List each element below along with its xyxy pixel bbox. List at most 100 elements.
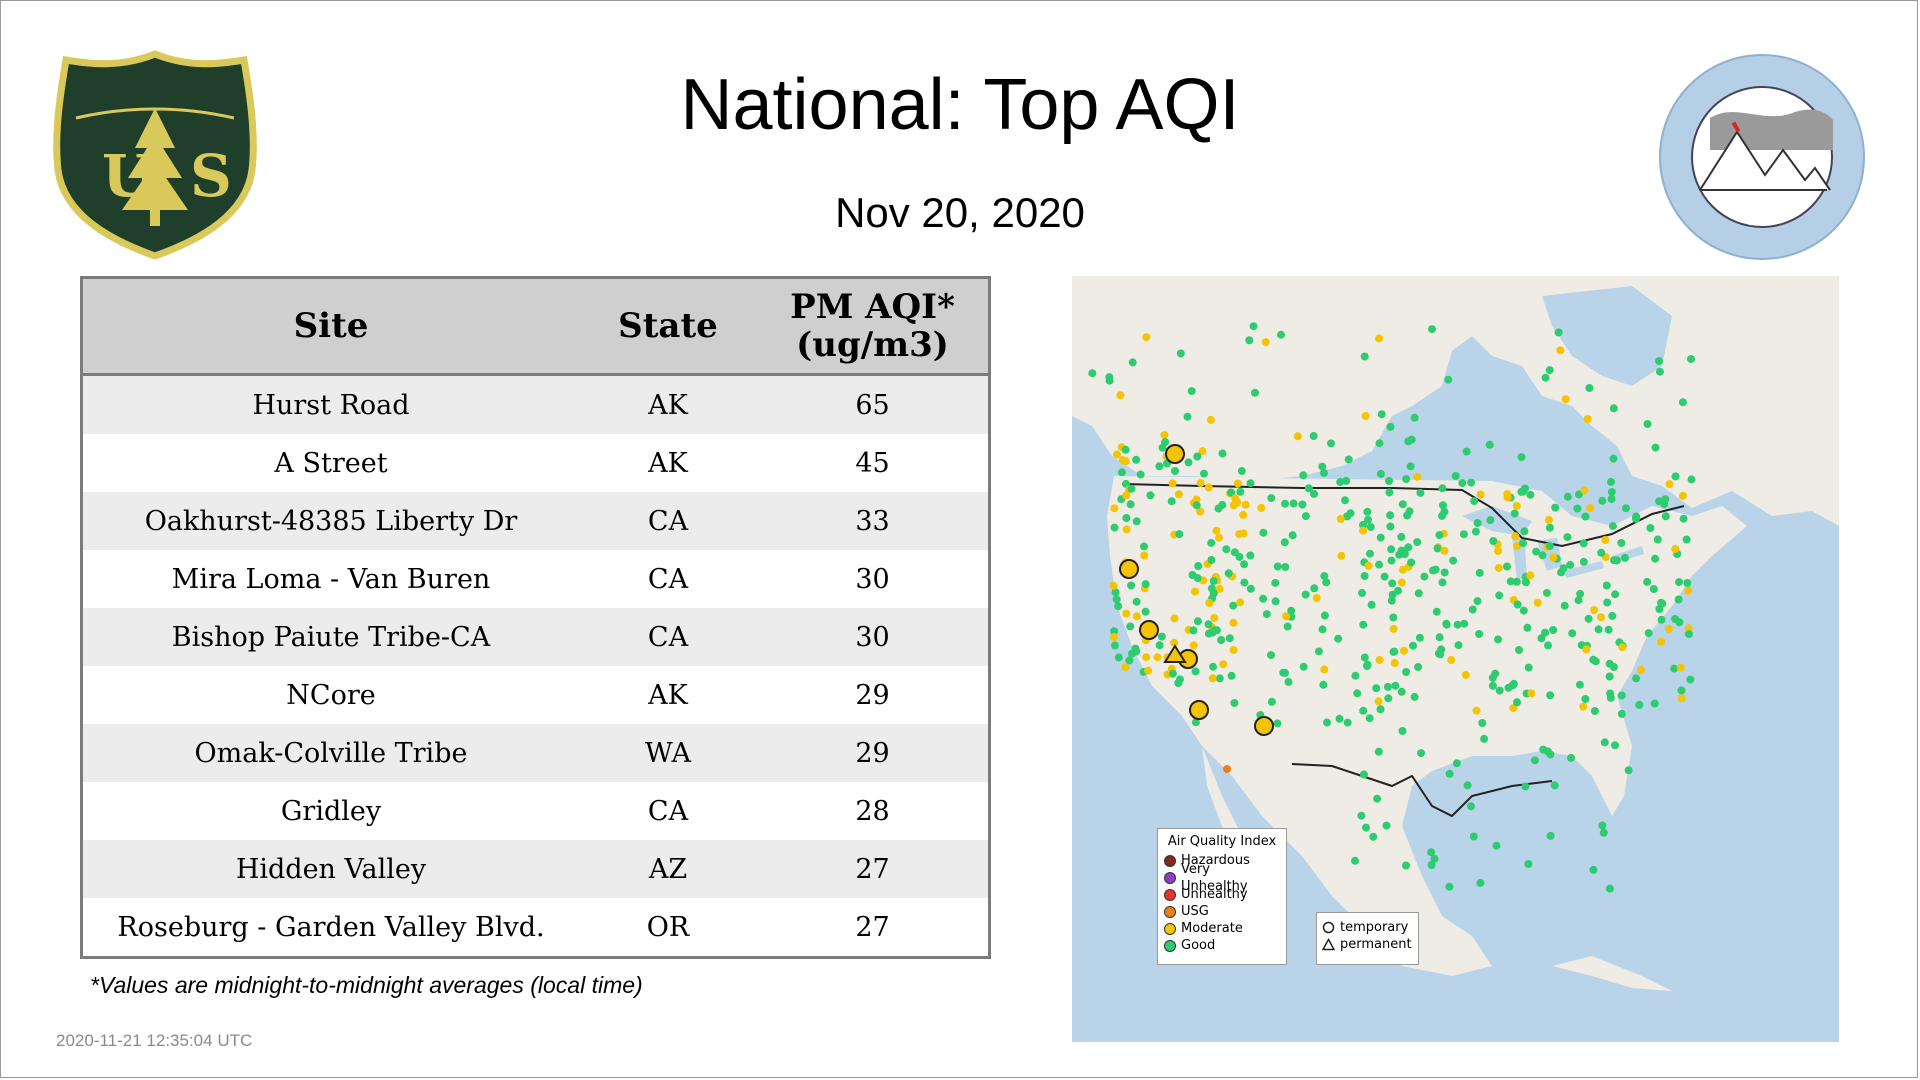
monitor-dot xyxy=(1621,553,1629,562)
monitor-dot xyxy=(1141,580,1150,589)
monitor-dot xyxy=(1217,636,1226,644)
monitor-dot xyxy=(1344,455,1353,464)
monitor-dot xyxy=(1246,584,1255,593)
monitor-dot xyxy=(1545,366,1554,375)
monitor-dot xyxy=(1653,535,1662,544)
monitor-dot xyxy=(1209,589,1218,598)
monitor-dot xyxy=(1454,641,1463,650)
monitor-dot xyxy=(1360,572,1369,580)
monitor-dot xyxy=(1427,861,1436,869)
monitor-dot xyxy=(1576,589,1585,598)
monitor-dot xyxy=(1360,653,1369,662)
monitor-dot xyxy=(1415,633,1424,642)
monitor-dot xyxy=(1351,856,1359,865)
monitor-dot xyxy=(1651,554,1660,563)
site-cell: A Street xyxy=(83,434,579,492)
monitor-dot xyxy=(1541,373,1550,382)
monitor-dot xyxy=(1433,544,1442,553)
monitor-dot xyxy=(1532,547,1541,556)
legend-label: Very Unhealthy xyxy=(1181,861,1248,894)
monitor-dot xyxy=(1687,475,1696,484)
monitor-dot xyxy=(1609,404,1618,413)
table-row: A Street AK 45 xyxy=(83,434,988,492)
monitor-dot xyxy=(1128,358,1137,367)
monitor-dot xyxy=(1259,594,1268,603)
legend-label: temporary xyxy=(1340,920,1409,935)
top-site-marker xyxy=(1139,620,1159,640)
monitor-dot xyxy=(1386,522,1395,531)
monitor-dot xyxy=(1374,697,1383,706)
state-cell: WA xyxy=(579,724,757,782)
monitor-dot xyxy=(1601,536,1610,544)
legend-item: Very Unhealthy xyxy=(1164,862,1280,894)
forest-service-logo: U S xyxy=(50,50,260,260)
monitor-dot xyxy=(1192,501,1201,510)
monitor-dot xyxy=(1473,519,1482,527)
monitor-dot xyxy=(1649,585,1658,593)
monitor-dot xyxy=(1537,634,1546,643)
monitor-dot xyxy=(1246,551,1255,560)
monitor-dot xyxy=(1298,500,1307,509)
monitor-dot xyxy=(1494,635,1502,644)
monitor-dot xyxy=(1622,504,1630,513)
monitor-dot xyxy=(1475,630,1484,638)
legend-title: Air Quality Index xyxy=(1167,834,1277,849)
legend-item: Moderate xyxy=(1164,920,1280,937)
monitor-dot xyxy=(1509,679,1518,688)
monitor-dot xyxy=(1521,782,1530,791)
top-site-marker xyxy=(1165,444,1185,464)
monitor-dot xyxy=(1126,622,1135,631)
monitor-dot xyxy=(1376,533,1385,542)
monitor-dot xyxy=(1230,699,1239,707)
monitor-dot xyxy=(1435,531,1444,540)
monitor-dot xyxy=(1544,641,1552,650)
monitor-dot xyxy=(1460,619,1469,628)
top-site-marker xyxy=(1189,700,1209,720)
monitor-dot xyxy=(1581,695,1590,703)
monitor-dot xyxy=(1385,477,1393,485)
site-cell: Gridley xyxy=(83,782,579,840)
monitor-dot xyxy=(1122,525,1131,534)
monitor-dot xyxy=(1527,689,1536,698)
site-cell: Oakhurst-48385 Liberty Dr xyxy=(83,492,579,550)
monitor-dot xyxy=(1375,560,1384,569)
monitor-dot xyxy=(1414,589,1423,598)
monitor-dot xyxy=(1530,756,1539,765)
legend-label: permanent xyxy=(1340,937,1412,952)
monitor-dot xyxy=(1523,623,1532,632)
monitor-dot xyxy=(1193,617,1202,626)
monitor-dot xyxy=(1383,682,1392,691)
legend-item: Hazardous xyxy=(1164,852,1280,869)
monitor-dot xyxy=(1191,587,1199,596)
monitor-dot xyxy=(1361,412,1370,420)
monitor-dot xyxy=(1142,653,1151,662)
monitor-dot xyxy=(1605,884,1614,893)
monitor-dot xyxy=(1524,663,1533,672)
monitor-dot xyxy=(1176,349,1185,358)
monitor-dot xyxy=(1323,718,1331,727)
monitor-dot xyxy=(1341,496,1349,505)
monitor-dot xyxy=(1267,651,1275,660)
monitor-dot xyxy=(1236,598,1245,607)
monitor-dot xyxy=(1600,738,1609,747)
state-cell: CA xyxy=(579,782,757,840)
monitor-dot xyxy=(1657,637,1665,646)
monitor-dot xyxy=(1320,611,1329,620)
monitor-dot xyxy=(1229,618,1238,627)
monitor-dot xyxy=(1288,531,1297,540)
monitor-dot xyxy=(1239,529,1248,538)
monitor-dot xyxy=(1222,545,1231,554)
monitor-dot xyxy=(1467,478,1476,487)
monitor-dot xyxy=(1524,860,1533,868)
monitor-dot xyxy=(1509,704,1518,713)
header-aqi: PM AQI* (ug/m3) xyxy=(757,279,988,376)
monitor-dot xyxy=(1475,568,1484,577)
monitor-dot xyxy=(1607,495,1616,503)
monitor-dot xyxy=(1526,571,1535,580)
monitor-dot xyxy=(1608,522,1617,531)
monitor-dot xyxy=(1132,612,1141,621)
monitor-dot xyxy=(1366,549,1374,558)
aqi-cell: 28 xyxy=(757,782,988,840)
monitor-dot xyxy=(1409,641,1417,650)
monitor-dot xyxy=(1657,615,1666,624)
